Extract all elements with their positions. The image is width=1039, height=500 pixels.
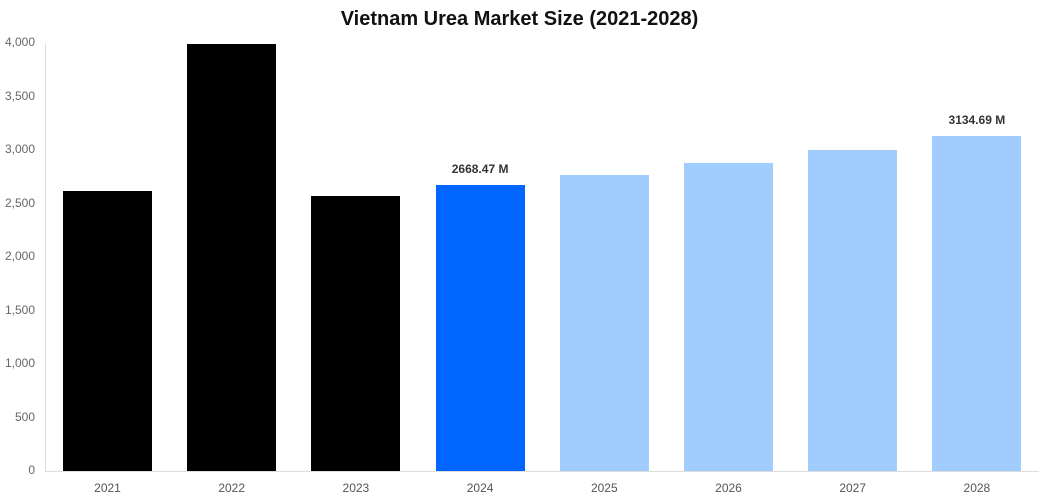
bar-2023[interactable] — [311, 196, 401, 471]
x-tick-label: 2022 — [218, 481, 246, 495]
x-tick-label: 2025 — [590, 481, 618, 495]
y-tick-label: 4,000 — [4, 35, 35, 49]
y-tick-label: 3,500 — [4, 88, 35, 103]
x-tick-label: 2028 — [963, 481, 991, 495]
x-tick-label: 2024 — [466, 481, 494, 495]
x-tick-label: 2021 — [94, 481, 121, 495]
chart-title: Vietnam Urea Market Size (2021-2028) — [340, 8, 699, 30]
y-tick-label: 500 — [14, 409, 35, 424]
bar-2026[interactable] — [684, 162, 773, 471]
bar-2025[interactable] — [559, 174, 649, 471]
x-axis-line — [45, 471, 1039, 472]
data-label-2028: 3134.69 M — [948, 112, 1006, 127]
bar-2028[interactable] — [932, 135, 1022, 471]
y-axis-line — [45, 43, 46, 471]
y-tick-label: 1,500 — [4, 302, 35, 317]
x-tick-label: 2027 — [839, 481, 867, 495]
y-tick-label: 0 — [28, 463, 35, 477]
bar-2022[interactable] — [187, 44, 277, 471]
y-tick-label: 2,500 — [4, 195, 35, 210]
x-tick-label: 2023 — [342, 481, 370, 495]
y-tick-label: 3,000 — [4, 142, 35, 156]
y-tick-label: 1,000 — [4, 356, 35, 370]
bar-2027[interactable] — [808, 150, 898, 471]
data-label-2024: 2668.47 M — [451, 162, 509, 177]
bar-2021[interactable] — [63, 190, 152, 471]
y-tick-label: 2,000 — [4, 249, 35, 263]
x-tick-label: 2026 — [715, 481, 742, 495]
bar-2024[interactable] — [435, 185, 525, 471]
